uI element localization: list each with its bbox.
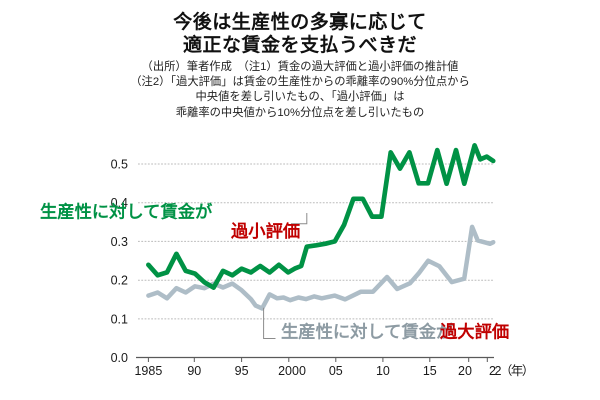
svg-text:過大評価: 過大評価 <box>440 322 509 342</box>
svg-text:15: 15 <box>423 364 437 378</box>
svg-text:0.2: 0.2 <box>111 274 128 288</box>
svg-text:0.3: 0.3 <box>111 235 128 249</box>
svg-text:2000: 2000 <box>278 364 306 378</box>
svg-text:20: 20 <box>458 364 472 378</box>
svg-text:90: 90 <box>187 364 201 378</box>
svg-text:過小評価: 過小評価 <box>231 221 300 241</box>
svg-text:22（年）: 22（年） <box>489 364 533 378</box>
svg-text:95: 95 <box>235 364 249 378</box>
svg-text:10: 10 <box>376 364 390 378</box>
svg-text:1985: 1985 <box>134 364 162 378</box>
svg-text:0.5: 0.5 <box>111 158 128 172</box>
svg-text:0.1: 0.1 <box>111 312 128 326</box>
svg-text:0.0: 0.0 <box>111 351 128 365</box>
svg-text:生産性に対して賃金が: 生産性に対して賃金が <box>281 322 454 342</box>
svg-text:生産性に対して賃金が: 生産性に対して賃金が <box>40 202 213 222</box>
svg-text:05: 05 <box>329 364 343 378</box>
